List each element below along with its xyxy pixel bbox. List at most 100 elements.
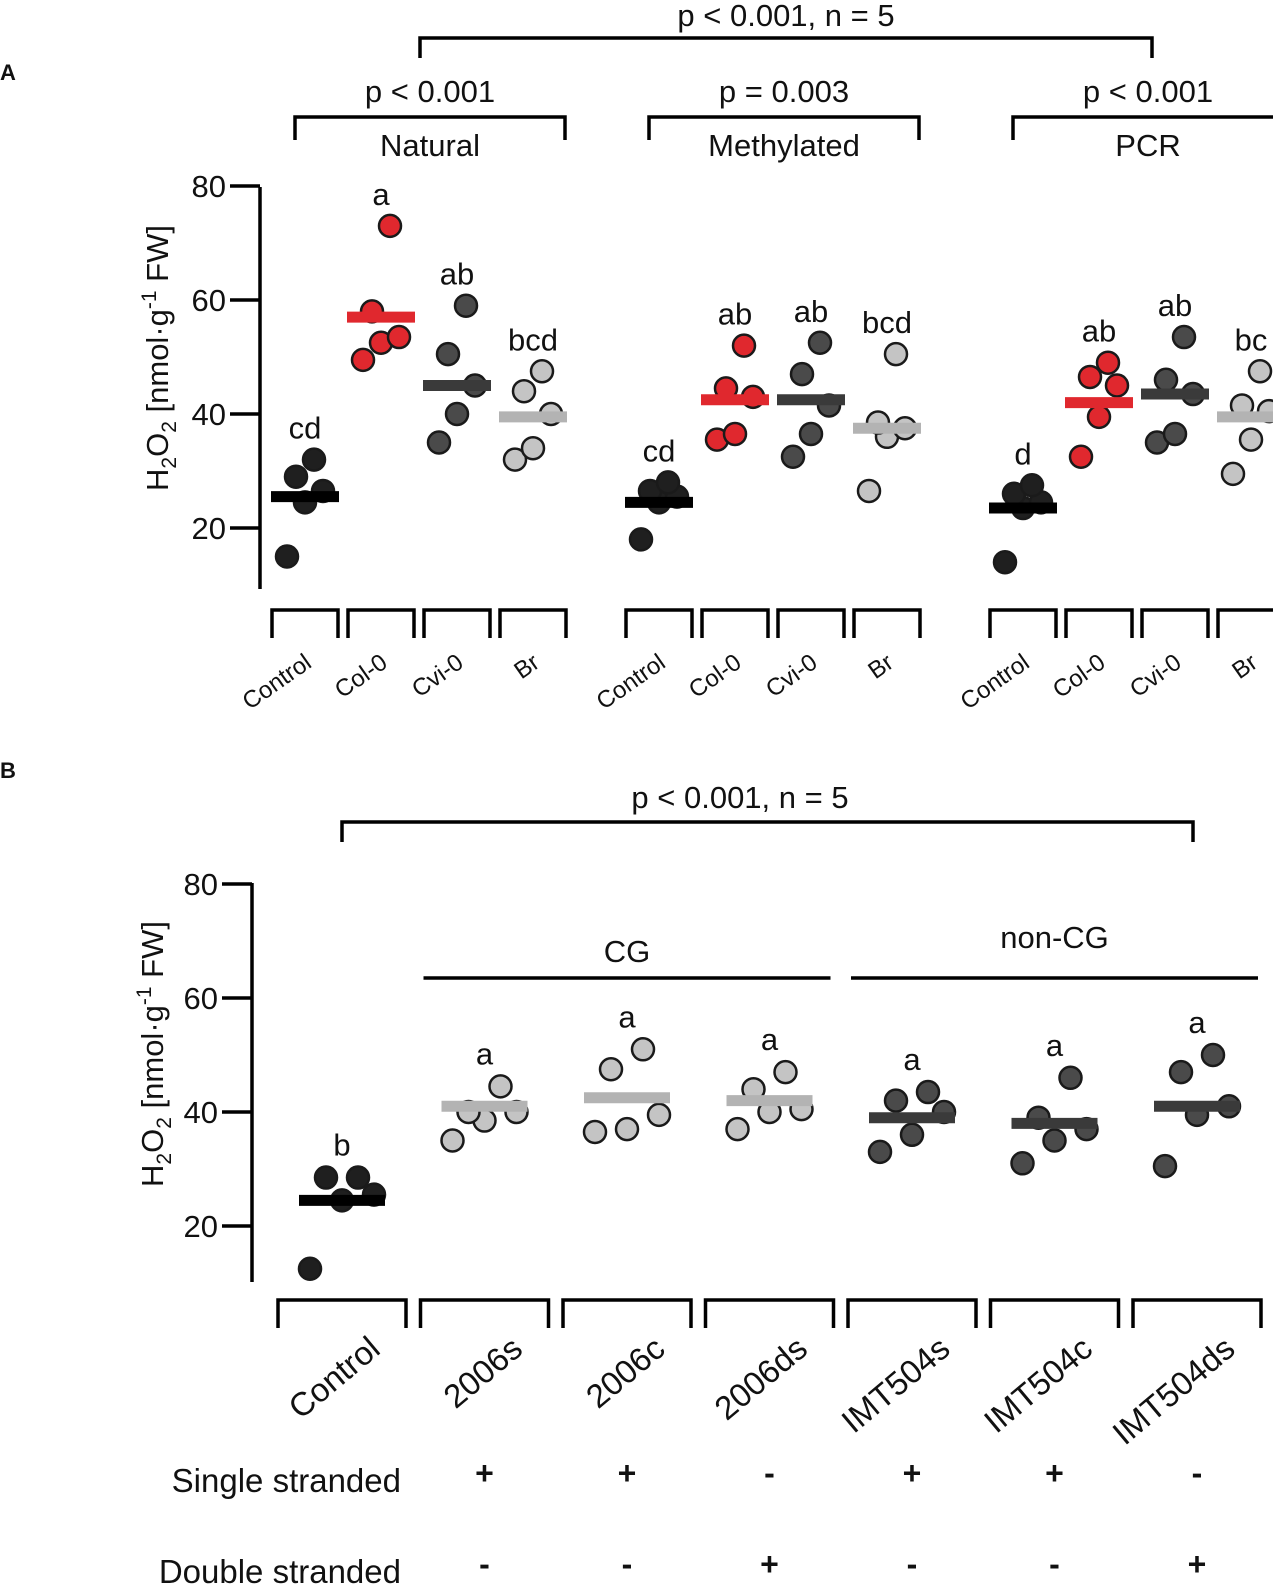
a-y-tick-label: 40 — [192, 397, 226, 432]
a-significance-letter: cd — [289, 411, 322, 446]
svg-text:H2O2 [nmol·g-1 FW]: H2O2 [nmol·g-1 FW] — [138, 225, 181, 491]
b-significance-letter: a — [1188, 1005, 1206, 1040]
b-data-point — [582, 1119, 608, 1145]
a-significance-letter: ab — [794, 294, 828, 329]
a-data-point — [628, 527, 654, 552]
a-data-point — [377, 213, 403, 239]
a-significance-letter: ab — [1082, 314, 1116, 349]
a-data-point — [780, 444, 806, 469]
b-data-point — [883, 1088, 909, 1113]
b-row-label: Double stranded — [159, 1553, 401, 1590]
a-category-label: Cvi-0 — [761, 649, 822, 703]
a-data-point — [1068, 444, 1094, 469]
b-category-label: IMT504s — [834, 1329, 956, 1440]
b-category-label: 2006s — [436, 1329, 529, 1415]
a-category-label: Cvi-0 — [1125, 649, 1186, 703]
a-category-bracket — [988, 608, 1058, 638]
a-category-bracket — [624, 608, 694, 638]
b-category-label: Control — [281, 1329, 386, 1426]
a-category-label: Br — [509, 649, 544, 685]
b-data-point — [867, 1139, 893, 1165]
b-significance-letter: a — [1046, 1028, 1064, 1063]
b-ylabel-units: [nmol·g — [135, 1005, 170, 1117]
a-ylabel-o: O — [140, 433, 175, 457]
b-row-sign: + — [1188, 1546, 1207, 1582]
b-row-sign: - — [907, 1546, 918, 1582]
a-data-point — [520, 435, 546, 461]
a-significance-letter: d — [1014, 436, 1031, 471]
a-data-point — [1171, 324, 1197, 350]
a-data-point — [274, 544, 300, 569]
a-data-point — [731, 333, 757, 358]
a-data-point — [435, 341, 461, 367]
a-data-point — [883, 341, 909, 367]
a-category-bracket — [1064, 608, 1134, 638]
b-category-bracket — [561, 1298, 693, 1328]
a-significance-letter: bc — [1235, 322, 1268, 357]
a-data-point — [444, 401, 470, 427]
a-ylabel-units: [nmol·g — [140, 309, 175, 421]
a-category-label: Cvi-0 — [407, 649, 468, 703]
a-category-bracket — [498, 608, 568, 638]
b-ylabel-sup: -1 — [133, 986, 156, 1005]
a-data-point — [453, 293, 479, 318]
b-y-axis-label: H2O2 [nmol·g-1 FW] — [133, 921, 176, 1187]
a-category-label: Control — [238, 649, 317, 715]
panel-label-a: A — [0, 60, 16, 85]
b-ylabel-sub1: 2 — [153, 1153, 176, 1165]
b-significance-letter: a — [618, 999, 636, 1034]
a-category-label: Col-0 — [684, 649, 746, 704]
a-category-label: Control — [592, 649, 671, 715]
b-category-label: IMT504ds — [1105, 1329, 1241, 1452]
a-significance-letter: a — [372, 177, 390, 212]
a-category-label: Control — [956, 649, 1035, 715]
a-data-point — [1077, 364, 1103, 390]
a-category-bracket — [1140, 608, 1210, 638]
a-data-point — [1153, 367, 1179, 393]
a-y-axis-label: H2O2 [nmol·g-1 FW] — [138, 225, 181, 491]
b-data-point — [773, 1059, 798, 1085]
a-category-bracket — [852, 608, 922, 638]
a-category-bracket — [700, 608, 770, 638]
b-category-label: IMT504c — [977, 1329, 1099, 1440]
b-row-sign: + — [760, 1546, 779, 1582]
b-group-name: CG — [604, 934, 651, 969]
a-data-point — [1220, 461, 1246, 487]
b-category-label: 2006c — [579, 1329, 672, 1415]
a-data-point — [798, 421, 824, 447]
a-group-name: Natural — [380, 128, 480, 163]
a-category-bracket — [270, 608, 340, 638]
a-group-bracket — [1011, 115, 1273, 140]
a-category-bracket — [776, 608, 846, 638]
b-data-point — [297, 1256, 323, 1281]
b-data-point — [646, 1102, 672, 1128]
b-y-tick-label: 40 — [184, 1095, 218, 1130]
a-data-point — [502, 447, 528, 472]
a-data-point — [426, 430, 452, 455]
panel-label-b: B — [0, 758, 16, 783]
b-category-bracket — [703, 1298, 836, 1328]
a-category-bracket — [422, 608, 492, 638]
a-y-tick-label: 80 — [192, 169, 226, 204]
b-y-tick-label: 20 — [184, 1209, 218, 1244]
a-data-point — [386, 324, 412, 350]
a-data-point — [1095, 350, 1121, 375]
a-ylabel-sub1: 2 — [158, 457, 181, 469]
a-data-point — [655, 470, 681, 495]
a-data-point — [789, 361, 815, 387]
a-y-tick-label: 20 — [192, 511, 226, 546]
a-data-point — [1086, 404, 1112, 430]
a-data-point — [529, 359, 555, 384]
b-significance-letter: b — [333, 1128, 350, 1163]
b-group-name: non-CG — [1000, 920, 1109, 955]
a-ylabel-sup: -1 — [138, 290, 161, 309]
a-significance-letter: ab — [1158, 288, 1192, 323]
a-data-point — [722, 421, 748, 447]
b-row-sign: + — [618, 1455, 637, 1491]
b-overall-stat: p < 0.001, n = 5 — [631, 780, 848, 815]
b-y-tick-label: 80 — [184, 867, 218, 902]
b-row-sign: - — [622, 1546, 633, 1582]
b-row-sign: - — [1192, 1455, 1203, 1491]
a-data-point — [1104, 373, 1130, 398]
